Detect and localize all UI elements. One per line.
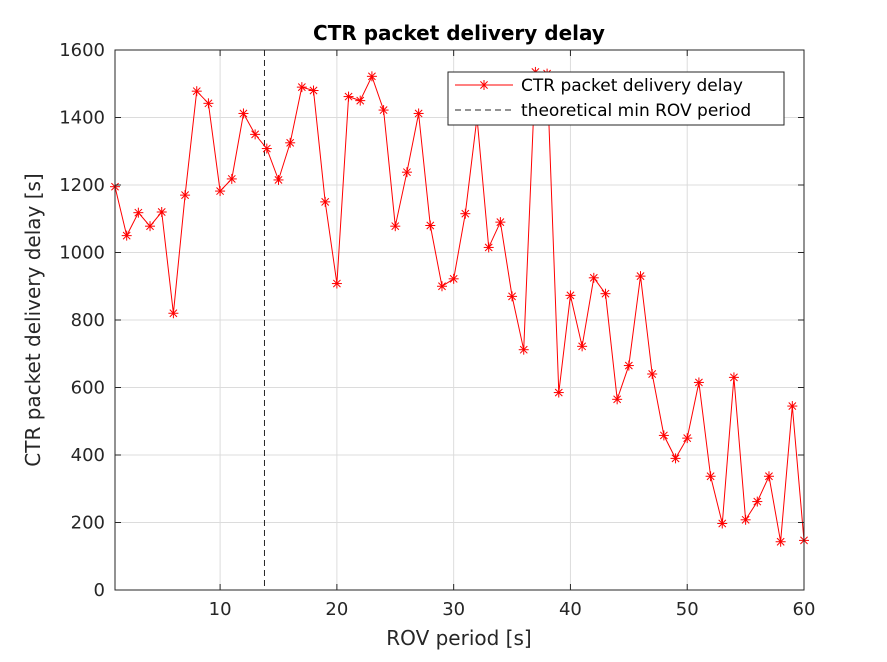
x-tick-label: 40 bbox=[559, 599, 582, 620]
x-tick-label: 10 bbox=[209, 599, 232, 620]
data-point bbox=[390, 221, 401, 232]
data-point bbox=[717, 518, 728, 529]
data-point bbox=[191, 86, 202, 97]
data-point bbox=[261, 143, 272, 154]
x-tick-label: 20 bbox=[325, 599, 348, 620]
y-tick-label: 1400 bbox=[59, 108, 105, 129]
data-point bbox=[635, 271, 646, 282]
data-point bbox=[588, 272, 599, 283]
y-tick-label: 800 bbox=[71, 310, 105, 331]
data-point bbox=[448, 273, 459, 284]
data-point bbox=[285, 137, 296, 148]
data-point bbox=[740, 514, 751, 525]
data-point bbox=[413, 108, 424, 119]
data-point bbox=[226, 173, 237, 184]
data-point bbox=[401, 167, 412, 178]
data-point bbox=[705, 471, 716, 482]
data-point bbox=[483, 242, 494, 253]
x-tick-label: 30 bbox=[442, 599, 465, 620]
data-point bbox=[296, 82, 307, 93]
data-point bbox=[623, 360, 634, 371]
y-tick-label: 0 bbox=[94, 580, 105, 601]
data-point bbox=[238, 108, 249, 119]
data-point bbox=[331, 278, 342, 289]
data-point bbox=[250, 129, 261, 140]
data-point bbox=[366, 71, 377, 82]
data-point bbox=[378, 105, 389, 116]
legend: CTR packet delivery delay theoretical mi… bbox=[447, 71, 785, 126]
data-point bbox=[460, 208, 471, 219]
legend-asterisk-marker bbox=[479, 80, 489, 90]
x-tick-label: 50 bbox=[676, 599, 699, 620]
data-point bbox=[565, 290, 576, 301]
y-tick-label: 1200 bbox=[59, 175, 105, 196]
data-point bbox=[787, 401, 798, 412]
data-point bbox=[355, 95, 366, 106]
data-point bbox=[215, 186, 226, 197]
legend-label-series: CTR packet delivery delay bbox=[521, 76, 743, 96]
data-point bbox=[168, 308, 179, 319]
chart-title: CTR packet delivery delay bbox=[313, 21, 605, 45]
data-point bbox=[495, 217, 506, 228]
data-point bbox=[145, 221, 156, 232]
legend-box bbox=[447, 71, 785, 126]
x-axis-label: ROV period [s] bbox=[386, 626, 531, 650]
legend-label-reference: theoretical min ROV period bbox=[521, 101, 751, 121]
data-point bbox=[553, 387, 564, 398]
data-point bbox=[320, 196, 331, 207]
data-point bbox=[133, 207, 144, 218]
y-tick-label: 1000 bbox=[59, 243, 105, 264]
data-point bbox=[273, 174, 284, 185]
y-axis-ticks: 0 200 400 600 800 1000 1200 1400 1600 bbox=[59, 40, 804, 601]
data-point bbox=[693, 377, 704, 388]
data-point bbox=[763, 471, 774, 482]
data-point bbox=[121, 230, 132, 241]
y-tick-label: 600 bbox=[71, 378, 105, 399]
data-point bbox=[436, 281, 447, 292]
data-point bbox=[180, 190, 191, 201]
x-tick-label: 60 bbox=[793, 599, 816, 620]
data-point bbox=[203, 98, 214, 109]
x-axis-ticks: 10 20 30 40 50 60 bbox=[209, 50, 816, 620]
data-point bbox=[647, 369, 658, 379]
data-point bbox=[577, 341, 588, 352]
legend-marker-series bbox=[479, 80, 489, 90]
data-point bbox=[682, 433, 693, 444]
data-point bbox=[343, 91, 354, 102]
data-point bbox=[425, 220, 436, 231]
data-point bbox=[670, 453, 681, 464]
data-point bbox=[156, 207, 167, 217]
data-point bbox=[658, 430, 669, 441]
y-tick-label: 200 bbox=[71, 513, 105, 534]
data-point bbox=[507, 291, 518, 302]
y-tick-label: 1600 bbox=[59, 40, 105, 61]
y-axis-label: CTR packet delivery delay [s] bbox=[21, 173, 45, 466]
data-point bbox=[728, 372, 739, 383]
data-point bbox=[752, 496, 763, 507]
data-point bbox=[308, 85, 319, 96]
y-tick-label: 400 bbox=[71, 445, 105, 466]
data-point bbox=[775, 536, 786, 547]
data-point bbox=[518, 344, 529, 355]
data-point bbox=[600, 288, 611, 299]
data-point bbox=[612, 394, 623, 405]
